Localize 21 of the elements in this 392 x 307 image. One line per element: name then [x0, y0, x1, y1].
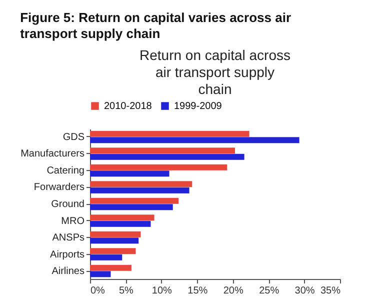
y-tick-label: Catering [46, 165, 84, 176]
y-tick-label: GDS [62, 132, 85, 143]
x-tick-label: 5% [118, 286, 134, 296]
x-tick-label: 0% [90, 286, 106, 296]
y-tick-label: Airlines [52, 266, 84, 278]
x-tick-label: 30% [294, 286, 315, 296]
chart-title: Figure 5: Return on capital varies across air transport supply chain [20, 10, 292, 41]
legend-label: 1999-2009 [174, 101, 222, 112]
y-tick-label: Airports [50, 249, 84, 260]
x-tick-label: 20% [223, 286, 244, 296]
y-tick-label: Ground [51, 199, 84, 210]
x-tick-label: 25% [259, 286, 280, 296]
y-tick-label: Forwarders [34, 182, 84, 194]
x-tick-label: 10% [152, 286, 172, 296]
y-tick-label: ANSPs [52, 232, 84, 244]
x-tick-label: 15% [188, 286, 208, 296]
chart-subtitle: Return on capital across air transport supply chain [140, 47, 290, 97]
legend-label: 2010-2018 [104, 101, 152, 112]
x-tick-label: 35% [320, 286, 341, 296]
y-tick-label: MRO [61, 216, 85, 227]
y-tick-label: Manufacturers [20, 148, 84, 160]
